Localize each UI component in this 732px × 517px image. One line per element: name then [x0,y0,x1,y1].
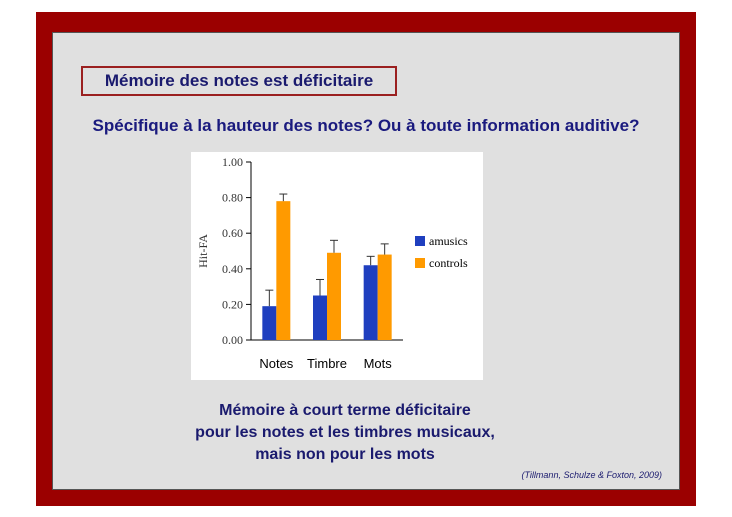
bar-controls-mots [377,254,392,340]
bar-amusics-mots [363,265,378,340]
bar-controls-notes [276,201,291,340]
x-tick-label: Mots [364,356,393,371]
y-tick-label: 0.80 [222,191,243,205]
conclusion-line-3: mais non pour les mots [255,446,435,463]
y-tick-label: 0.40 [222,262,243,276]
y-tick-label: 1.00 [222,155,243,169]
legend-label-amusics: amusics [429,234,468,248]
bar-chart: 0.00 0.20 0.40 0.60 0.80 1.00 Hit-FA Notes Timbr… [191,152,483,380]
slide-subtitle: Spécifique à la hauteur des notes? Ou à … [92,116,640,135]
conclusion-line-2: pour les notes et les timbres musicaux, [195,424,495,441]
slide-title: Mémoire des notes est déficitaire [81,66,397,96]
x-tick-label: Notes [259,356,293,371]
y-tick-label: 0.60 [222,226,243,240]
y-tick-label: 0.20 [222,297,243,311]
conclusion-line-1: Mémoire à court terme déficitaire [219,402,471,419]
y-tick-label: 0.00 [222,333,243,347]
legend-swatch-amusics [415,236,425,246]
citation: (Tillmann, Schulze & Foxton, 2009) [521,470,662,480]
conclusion: Mémoire à court terme déficitaire pour l… [150,400,540,466]
bar-controls-timbre [327,252,341,340]
bar-amusics-timbre [313,295,327,340]
chart-svg: 0.00 0.20 0.40 0.60 0.80 1.00 Hit-FA Notes Timbr… [196,155,468,371]
legend-label-controls: controls [429,256,468,270]
y-axis-label: Hit-FA [196,234,210,268]
x-tick-label: Timbre [307,356,347,371]
bar-amusics-notes [262,306,277,340]
legend-swatch-controls [415,258,425,268]
